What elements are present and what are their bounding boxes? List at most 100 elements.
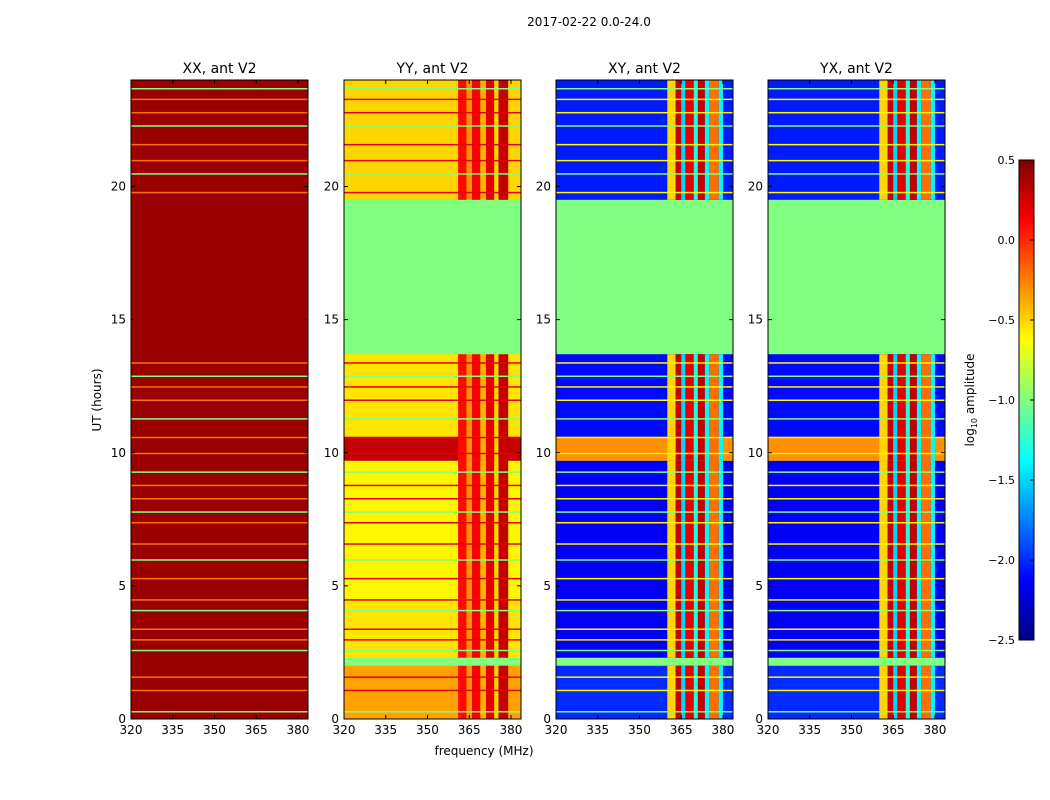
colorbar-segment bbox=[1019, 612, 1034, 617]
colorbar-segment bbox=[1019, 504, 1034, 509]
rfi-column bbox=[693, 354, 698, 437]
rfi-column bbox=[458, 460, 467, 600]
y-axis-label: UT (hours) bbox=[90, 368, 104, 431]
heatmap-stripe bbox=[556, 639, 733, 641]
heatmap-stripe bbox=[768, 362, 945, 364]
heatmap-stripe bbox=[344, 676, 521, 678]
colorbar-segment bbox=[1019, 436, 1034, 441]
colorbar-segment bbox=[1019, 580, 1034, 585]
heatmap-stripe bbox=[131, 484, 308, 487]
colorbar-segment bbox=[1019, 452, 1034, 457]
heatmap-stripe bbox=[768, 711, 945, 713]
heatmap-stripe bbox=[556, 98, 733, 101]
heatmap-stripe bbox=[344, 87, 521, 90]
colorbar-segment bbox=[1019, 476, 1034, 481]
y-tick-label: 5 bbox=[331, 579, 339, 593]
colorbar-segment bbox=[1019, 468, 1034, 473]
heatmap-stripe bbox=[768, 689, 945, 692]
colorbar-segment bbox=[1019, 172, 1034, 177]
rfi-column bbox=[879, 80, 888, 200]
rfi-column bbox=[921, 354, 931, 437]
rfi-column bbox=[887, 354, 894, 437]
rfi-column bbox=[905, 436, 910, 461]
heatmap-stripe bbox=[344, 418, 521, 420]
rfi-column bbox=[930, 665, 935, 719]
y-tick-label: 20 bbox=[324, 180, 339, 194]
y-tick-label: 10 bbox=[111, 446, 126, 460]
rfi-column bbox=[494, 354, 499, 437]
colorbar-segment bbox=[1019, 596, 1034, 601]
heatmap-stripe bbox=[556, 452, 733, 455]
rfi-column bbox=[718, 665, 723, 719]
heatmap-stripe bbox=[344, 599, 521, 601]
rfi-column bbox=[458, 80, 467, 200]
rfi-column bbox=[675, 80, 682, 200]
x-tick-label: 380 bbox=[924, 723, 947, 737]
rfi-column bbox=[458, 665, 467, 719]
colorbar-segment bbox=[1019, 524, 1034, 529]
colorbar-segment bbox=[1019, 492, 1034, 497]
rfi-column bbox=[930, 354, 935, 437]
colorbar-segment bbox=[1019, 248, 1034, 253]
colorbar-segment bbox=[1019, 316, 1034, 321]
heatmap-stripe bbox=[768, 559, 945, 561]
heatmap-stripe bbox=[556, 143, 733, 146]
x-tick-label: 365 bbox=[882, 723, 905, 737]
heatmap-stripe bbox=[556, 159, 733, 162]
colorbar-segment bbox=[1019, 168, 1034, 173]
rfi-column bbox=[498, 354, 509, 437]
colorbar-segment bbox=[1019, 564, 1034, 569]
rfi-column bbox=[709, 436, 719, 461]
colorbar-segment bbox=[1019, 212, 1034, 217]
rfi-column bbox=[472, 80, 481, 200]
heatmap-stripe bbox=[131, 649, 308, 652]
panel-title: YX, ant V2 bbox=[819, 61, 893, 77]
heatmap-stripe bbox=[344, 125, 521, 127]
y-tick-label: 15 bbox=[748, 313, 763, 327]
heatmap-stripe bbox=[556, 511, 733, 513]
colorbar-segment bbox=[1019, 228, 1034, 233]
rfi-column bbox=[879, 354, 888, 437]
panel-title: XY, ant V2 bbox=[608, 61, 681, 77]
heatmap-stripe bbox=[556, 111, 733, 114]
heatmap-stripe bbox=[768, 609, 945, 612]
heatmap-stripe bbox=[344, 577, 521, 580]
colorbar-segment bbox=[1019, 376, 1034, 381]
colorbar-segment bbox=[1019, 196, 1034, 201]
panel-frame bbox=[343, 79, 522, 720]
heatmap-stripe bbox=[768, 98, 945, 101]
rfi-column bbox=[697, 665, 705, 719]
rfi-column bbox=[681, 436, 686, 461]
rfi-column bbox=[498, 460, 509, 600]
heatmap-stripe bbox=[556, 521, 733, 524]
rfi-column bbox=[685, 80, 694, 200]
rfi-column bbox=[485, 665, 495, 719]
x-tick-label: 320 bbox=[545, 723, 568, 737]
heatmap-stripe bbox=[556, 628, 733, 630]
rfi-column bbox=[498, 436, 509, 461]
heatmap-stripe bbox=[131, 511, 308, 513]
colorbar-segment bbox=[1019, 188, 1034, 193]
rfi-column bbox=[494, 460, 499, 600]
x-tick-label: 380 bbox=[500, 723, 523, 737]
heatmap-stripe bbox=[768, 676, 945, 678]
rfi-column bbox=[693, 80, 698, 200]
colorbar-segment bbox=[1019, 264, 1034, 269]
y-tick-label: 15 bbox=[324, 313, 339, 327]
colorbar-segment bbox=[1019, 440, 1034, 445]
colorbar-segment bbox=[1019, 456, 1034, 461]
colorbar-segment bbox=[1019, 568, 1034, 573]
colorbar-segment bbox=[1019, 372, 1034, 377]
colorbar-segment bbox=[1019, 268, 1034, 273]
colorbar-segment bbox=[1019, 332, 1034, 337]
colorbar-segment bbox=[1019, 620, 1034, 625]
rfi-column bbox=[485, 436, 495, 461]
rfi-column bbox=[709, 665, 719, 719]
colorbar-segment bbox=[1019, 384, 1034, 389]
colorbar-segment bbox=[1019, 300, 1034, 305]
panel-3: XY, ant V2 320 335 350 365 380 0 5 10 15 20 bbox=[536, 61, 735, 737]
x-tick-label: 350 bbox=[628, 723, 651, 737]
heatmap-stripe bbox=[556, 711, 733, 713]
rfi-column bbox=[472, 354, 481, 437]
